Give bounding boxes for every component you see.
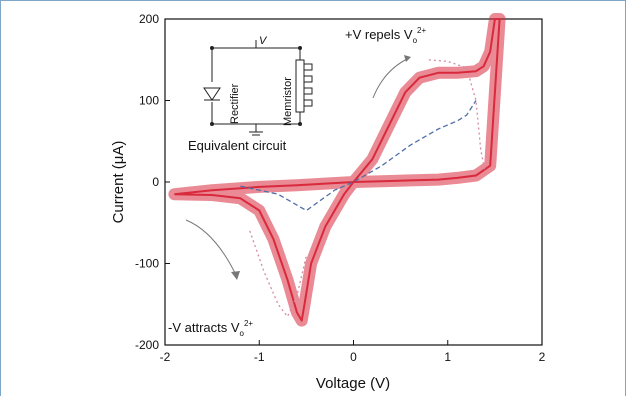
inset-rectifier-label: Rectifier bbox=[229, 83, 241, 124]
node-bottom-right bbox=[298, 122, 302, 126]
annotation-top-text: +V repels V bbox=[345, 27, 413, 42]
annotation-top: +V repels Vo2+ bbox=[345, 26, 426, 45]
x-axis-label: Voltage (V) bbox=[316, 375, 390, 392]
annotation-bottom-arrowhead bbox=[231, 271, 240, 280]
annotation-top-sup: 2+ bbox=[417, 26, 426, 35]
y-axis-label: Current (μA) bbox=[110, 141, 127, 224]
series-line-dashed bbox=[240, 100, 477, 212]
y-tick-label: -200 bbox=[135, 338, 159, 352]
annotation-bottom-text: -V attracts V bbox=[168, 320, 240, 335]
annotation-bottom-sup: 2+ bbox=[244, 319, 253, 328]
diode-symbol bbox=[203, 87, 221, 101]
inset-voltage-label: V bbox=[259, 35, 268, 47]
annotation-top-arrowhead bbox=[404, 55, 411, 62]
y-tick-label: 200 bbox=[139, 12, 159, 26]
series-line-dotted bbox=[428, 59, 487, 174]
annotation-top-arrow bbox=[372, 57, 410, 99]
memristor-body bbox=[295, 59, 305, 113]
annotation-top-sub: o bbox=[413, 36, 418, 45]
y-tick-label: 100 bbox=[139, 94, 159, 108]
axis-ticks: -2 -1 0 1 2 -200 -100 0 100 200 bbox=[135, 12, 546, 364]
series-line bbox=[174, 18, 501, 322]
x-tick-label: 0 bbox=[350, 350, 357, 364]
inset-memristor-label: Memristor bbox=[282, 77, 294, 126]
node-top-left bbox=[210, 46, 214, 50]
x-tick-label: -2 bbox=[160, 350, 171, 364]
memristor-zigzag bbox=[303, 63, 313, 107]
y-tick-label: -100 bbox=[135, 257, 159, 271]
annotation-bottom-arrow bbox=[185, 219, 237, 276]
chart-marks bbox=[168, 13, 506, 327]
y-tick-label: 0 bbox=[152, 175, 159, 189]
node-top-right bbox=[298, 46, 302, 50]
inset-title: Equivalent circuit bbox=[188, 138, 287, 153]
series-band bbox=[168, 13, 506, 327]
inset-circuit bbox=[203, 40, 313, 136]
annotation-bottom-sub: o bbox=[240, 329, 245, 338]
node-bottom-left bbox=[210, 122, 214, 126]
x-tick-label: 2 bbox=[539, 350, 546, 364]
series-line-dotted bbox=[249, 230, 308, 318]
x-tick-label: -1 bbox=[254, 350, 265, 364]
annotation-bottom: -V attracts Vo2+ bbox=[168, 319, 253, 338]
x-tick-label: 1 bbox=[444, 350, 451, 364]
